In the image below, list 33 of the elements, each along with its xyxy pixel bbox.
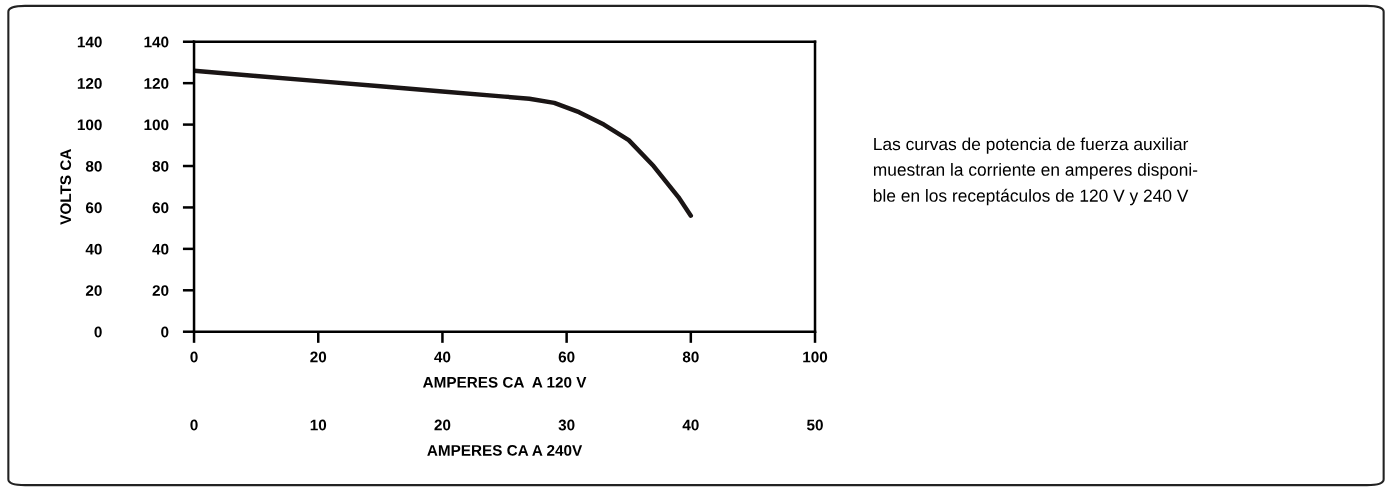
x2-tick-label: 20	[434, 419, 451, 431]
line-series	[194, 68, 694, 218]
x-tick-label: 100	[803, 351, 828, 363]
x2-axis-title: AMPERES CA A 240V	[427, 444, 583, 456]
x2-tick-label: 30	[558, 419, 575, 431]
y-tick-label: 0	[161, 326, 169, 338]
y2-axis-title: VOLTS CA	[60, 149, 72, 225]
y2-tick-label: 40	[85, 243, 102, 255]
y2-tick-label: 100	[77, 119, 102, 131]
y-tick-label: 60	[152, 202, 169, 214]
x-tick-label: 60	[558, 351, 575, 363]
x2-tick-label: 50	[806, 419, 823, 431]
x-axis-title: AMPERES CA A 120 V	[422, 376, 587, 388]
y2-tick-label: 0	[94, 326, 102, 338]
x-tick-label: 20	[310, 351, 327, 363]
x2-tick-label: 10	[310, 419, 327, 431]
text: Las curvas de potencia de fuerza auxiliar muestran la corriente en amperes disponi- ble en los receptáculos de 120 V y 240 V	[873, 137, 1198, 206]
x-tick-label: 40	[434, 351, 451, 363]
y2-tick-label: 120	[77, 78, 102, 89]
x2-tick-label: 0	[190, 419, 198, 431]
y-tick-label: 100	[144, 119, 169, 131]
y2-tick-label: 80	[85, 160, 102, 172]
y2-tick-label: 140	[77, 36, 102, 48]
y-tick-label: 80	[152, 160, 169, 172]
x-tick-label: 80	[682, 351, 699, 363]
y-tick-label: 140	[144, 36, 169, 48]
y2-tick-label: 20	[85, 285, 102, 296]
y-tick-label: 120	[144, 78, 169, 89]
y-tick-label: 40	[152, 243, 169, 255]
x-tick-label: 0	[190, 351, 198, 363]
x2-tick-label: 40	[682, 419, 699, 431]
y-tick-label: 20	[152, 285, 169, 296]
y2-tick-label: 60	[85, 202, 102, 214]
